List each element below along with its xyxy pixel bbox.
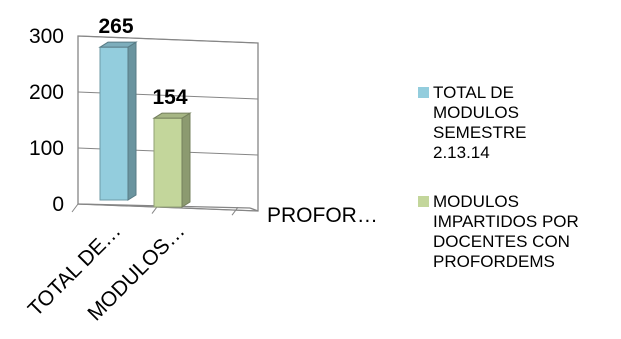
legend-label: MODULOS IMPARTIDOS POR DOCENTES CON PROFORD…: [433, 192, 579, 271]
data-label: 154: [152, 86, 187, 109]
depth-axis-label: PROFOR…: [267, 204, 378, 227]
data-label: 265: [98, 15, 133, 38]
bar-front-face: [99, 46, 129, 201]
data-labels: 265 154: [98, 15, 187, 109]
y-tick-label: 300: [29, 25, 64, 48]
bars: [98, 41, 192, 208]
legend: TOTAL DE MODULOS SEMESTRE 2.13.14 MODULOS IMP…: [418, 83, 579, 271]
x-tick-mark: [231, 206, 239, 216]
legend-swatch: [418, 87, 429, 98]
legend-swatch: [418, 196, 429, 207]
legend-label: TOTAL DE MODULOS SEMESTRE 2.13.14: [433, 83, 527, 162]
y-tick-label: 100: [29, 137, 64, 160]
y-axis-ticks: 300 200 100 0: [29, 25, 64, 216]
y-tick-label: 0: [52, 193, 64, 216]
bar-side-face: [181, 112, 191, 208]
bar-top-face: [152, 112, 192, 119]
gridline: [77, 203, 259, 212]
bar-2: [152, 112, 192, 208]
bar-front-face: [153, 117, 183, 208]
legend-item: TOTAL DE MODULOS SEMESTRE 2.13.14: [418, 83, 527, 162]
y-tick-label: 200: [29, 81, 64, 104]
x-tick-mark: [71, 203, 79, 213]
legend-item: MODULOS IMPARTIDOS POR DOCENTES CON PROFORD…: [418, 192, 579, 271]
bar-side-face: [127, 41, 137, 201]
x-axis-categories: TOTAL DE…MODULOS…: [24, 219, 190, 325]
bar-top-face: [98, 41, 138, 48]
bar-1: [98, 41, 138, 201]
gridline: [77, 35, 259, 44]
